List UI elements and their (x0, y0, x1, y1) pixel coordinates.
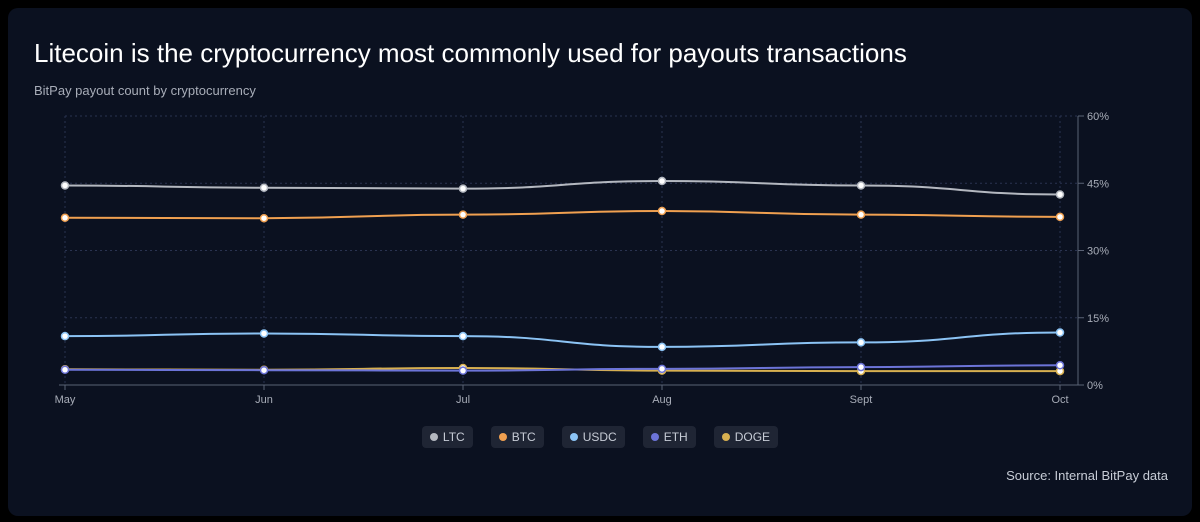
legend-swatch (429, 433, 438, 441)
data-point-usdc (60, 331, 70, 341)
data-point-ltc (657, 176, 667, 186)
data-point-eth (60, 365, 70, 375)
data-point-btc (1055, 212, 1065, 222)
data-point-usdc (458, 331, 468, 341)
legend-swatch (498, 433, 507, 441)
y-tick-label: 30% (1087, 246, 1109, 258)
legend-label: LTC (442, 430, 465, 444)
legend-label: USDC (582, 430, 617, 444)
legend-swatch (650, 433, 659, 441)
data-point-btc (657, 206, 667, 216)
data-point-eth (856, 362, 866, 372)
x-tick-label: Jul (456, 394, 470, 406)
legend-label: BTC (511, 430, 536, 444)
data-point-eth (259, 365, 269, 375)
data-point-eth (458, 366, 468, 375)
x-tick-label: Oct (1051, 394, 1068, 406)
x-tick-label: Aug (652, 394, 672, 406)
series-line-eth (64, 364, 1061, 372)
data-point-usdc (856, 338, 866, 347)
data-point-usdc (657, 342, 667, 352)
legend-label: DOGE (734, 430, 771, 444)
legend-item-btc[interactable]: BTC (490, 426, 544, 448)
x-tick-label: Sept (850, 394, 873, 406)
data-point-eth (1055, 361, 1065, 370)
data-point-btc (856, 210, 866, 219)
x-tick-label: Jun (255, 394, 273, 406)
y-tick-label: 60% (1087, 111, 1109, 123)
x-tick-label: May (55, 394, 76, 406)
chart-subtitle: BitPay payout count by cryptocurrency (34, 83, 256, 98)
chart-title: Litecoin is the cryptocurrency most comm… (34, 38, 907, 68)
data-point-btc (458, 210, 468, 219)
data-point-usdc (1055, 328, 1065, 337)
legend-item-ltc[interactable]: LTC (421, 426, 473, 448)
legend-item-usdc[interactable]: USDC (561, 426, 625, 448)
source-note: Source: Internal BitPay data (1006, 468, 1168, 483)
series-line-ltc (64, 180, 1061, 196)
legend-swatch (569, 433, 578, 441)
data-point-btc (60, 213, 70, 223)
legend-item-eth[interactable]: ETH (642, 426, 696, 448)
y-tick-label: 0% (1087, 380, 1103, 392)
data-point-ltc (259, 183, 269, 192)
chart-card: Litecoin is the cryptocurrency most comm… (8, 8, 1192, 516)
legend-swatch (721, 433, 730, 441)
y-tick-label: 45% (1087, 178, 1109, 190)
chart-legend: LTC BTC USDC ETH DOGE (8, 426, 1192, 448)
series-line-usdc (64, 331, 1061, 348)
line-chart: 0% 15% 30% 45% 60% May Jun Jul Aug Sept Oct (55, 111, 1110, 406)
data-point-usdc (259, 329, 269, 338)
data-point-eth (657, 364, 667, 374)
data-point-ltc (60, 181, 70, 190)
y-tick-label: 15% (1087, 313, 1109, 325)
legend-item-doge[interactable]: DOGE (713, 426, 779, 448)
data-point-ltc (458, 184, 468, 193)
data-point-ltc (1055, 190, 1065, 199)
legend-label: ETH (663, 430, 688, 444)
data-point-btc (259, 213, 269, 223)
data-point-ltc (856, 181, 866, 190)
series-line-btc (64, 210, 1061, 220)
